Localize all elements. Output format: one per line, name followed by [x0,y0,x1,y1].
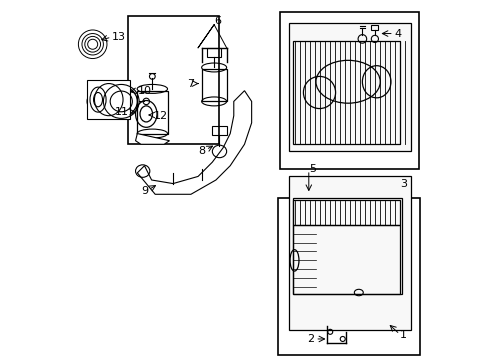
Bar [292,198,401,294]
Bar [279,12,418,169]
Bar [292,41,399,144]
Bar [292,225,399,294]
Text: 2: 2 [306,334,313,344]
Text: 11: 11 [114,107,128,117]
Text: 4: 4 [394,28,401,39]
Bar [201,69,226,102]
Bar [292,200,399,225]
Bar [212,126,226,135]
Text: 8: 8 [198,147,205,157]
Bar [278,198,419,355]
Bar [288,23,410,152]
Bar [206,48,221,57]
Text: 7: 7 [187,78,194,89]
Bar [137,91,167,134]
PathPatch shape [135,134,169,144]
Bar [87,80,130,119]
Text: 3: 3 [399,179,406,189]
Text: 13: 13 [112,32,126,42]
Text: 10: 10 [137,86,151,96]
PathPatch shape [137,91,251,194]
Text: 12: 12 [153,111,167,121]
Bar [128,16,219,144]
Text: 1: 1 [399,330,406,341]
Bar [288,176,410,330]
Text: 5: 5 [308,164,315,174]
Bar [370,24,378,30]
Text: 9: 9 [141,186,148,196]
Text: 6: 6 [214,16,221,26]
